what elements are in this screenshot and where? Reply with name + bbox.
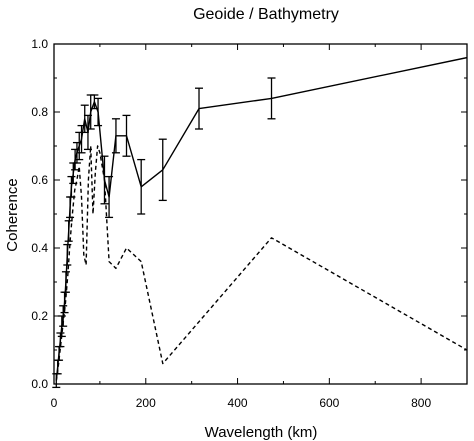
y-tick-label: 0.8 xyxy=(31,105,48,119)
y-tick-label: 1.0 xyxy=(31,37,48,51)
y-tick-label: 0.0 xyxy=(31,377,48,391)
y-axis-label: Coherence xyxy=(4,178,21,251)
x-tick-label: 200 xyxy=(136,396,156,410)
plot-frame xyxy=(53,43,468,385)
x-tick-label: 400 xyxy=(228,396,248,410)
x-axis-label: Wavelength (km) xyxy=(205,424,318,441)
y-tick-label: 0.6 xyxy=(31,173,48,187)
chart-title: Geoide / Bathymetry xyxy=(193,6,339,23)
x-tick-label: 800 xyxy=(411,396,431,410)
solid-series-line xyxy=(55,56,467,381)
y-tick-label: 0.2 xyxy=(31,309,48,323)
x-tick-label: 600 xyxy=(319,396,339,410)
y-tick-label: 0.4 xyxy=(31,241,48,255)
x-tick-label: 0 xyxy=(51,396,58,410)
dashed-series-line xyxy=(55,145,467,381)
